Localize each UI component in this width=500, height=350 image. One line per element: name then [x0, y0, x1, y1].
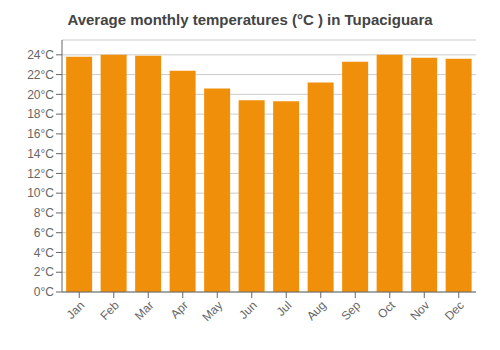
- svg-text:Jan: Jan: [64, 298, 88, 322]
- svg-text:20°C: 20°C: [27, 88, 54, 102]
- svg-text:Oct: Oct: [375, 298, 399, 322]
- svg-text:24°C: 24°C: [27, 48, 54, 62]
- svg-text:Feb: Feb: [97, 298, 122, 323]
- svg-text:16°C: 16°C: [27, 127, 54, 141]
- svg-text:Sep: Sep: [338, 298, 363, 323]
- svg-text:May: May: [199, 298, 225, 324]
- svg-text:22°C: 22°C: [27, 68, 54, 82]
- svg-text:4°C: 4°C: [34, 246, 54, 260]
- svg-text:18°C: 18°C: [27, 107, 54, 121]
- svg-text:12°C: 12°C: [27, 167, 54, 181]
- svg-text:Apr: Apr: [168, 298, 191, 321]
- html-text:Average monthly temperatures (: Average monthly temperatures (°C ) in Tu…: [67, 11, 433, 28]
- svg-text:Jun: Jun: [236, 298, 260, 322]
- svg-text:6°C: 6°C: [34, 226, 54, 240]
- svg-text:Mar: Mar: [132, 298, 157, 323]
- svg-text:Aug: Aug: [304, 298, 329, 323]
- svg-text:2°C: 2°C: [34, 265, 54, 279]
- svg-text:0°C: 0°C: [34, 285, 54, 299]
- svg-text:8°C: 8°C: [34, 206, 54, 220]
- svg-text:Dec: Dec: [442, 298, 467, 323]
- svg-text:10°C: 10°C: [27, 186, 54, 200]
- svg-text:Jul: Jul: [274, 298, 295, 319]
- svg-text:Nov: Nov: [407, 298, 432, 323]
- svg-text:14°C: 14°C: [27, 147, 54, 161]
